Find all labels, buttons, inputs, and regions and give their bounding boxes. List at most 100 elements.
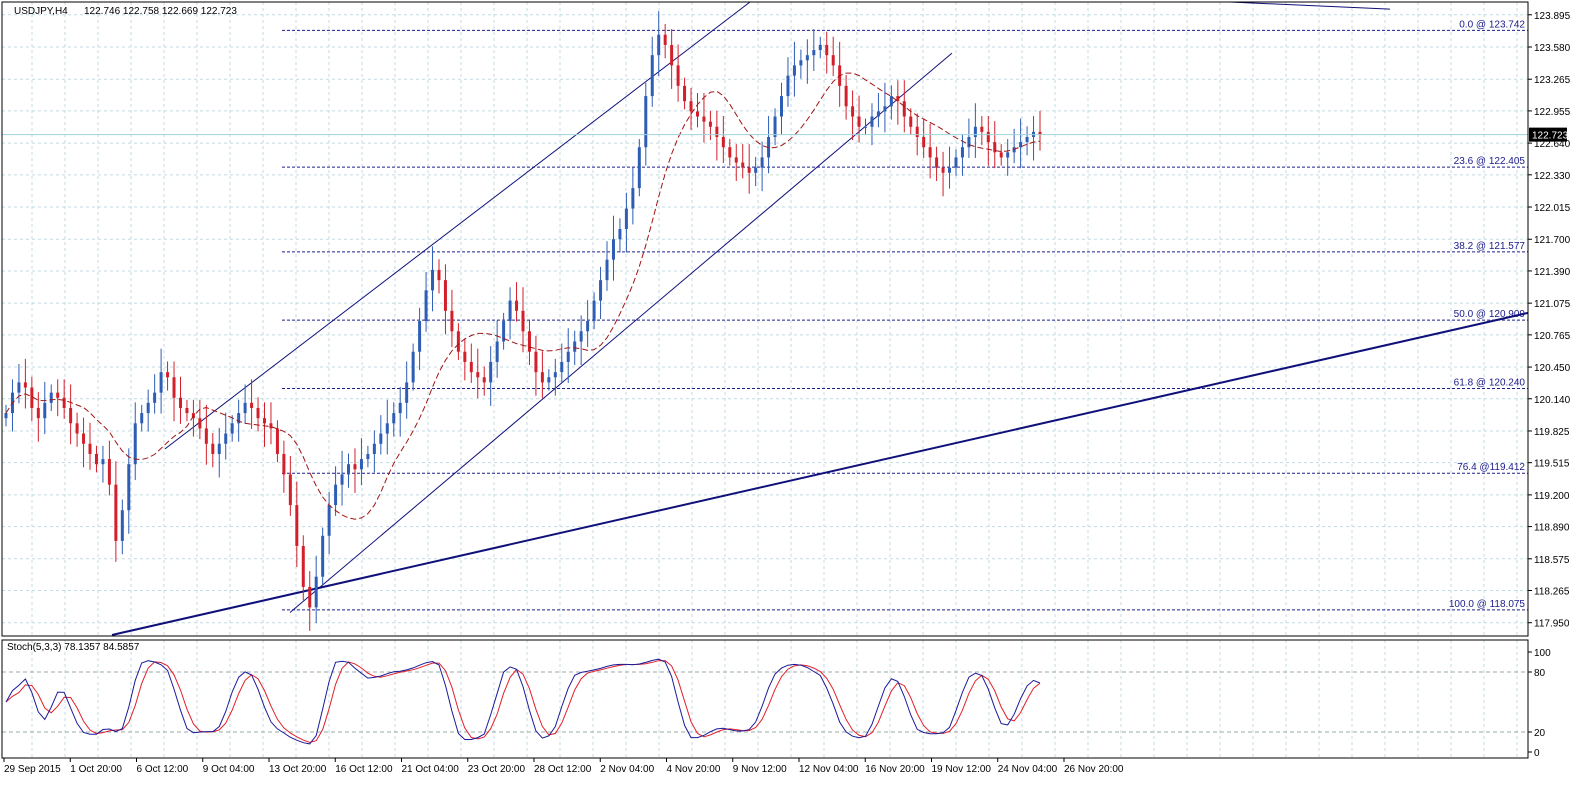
stoch-main-line xyxy=(5,658,1041,745)
fib-level-label: 50.0 @ 120.909 xyxy=(1454,309,1526,320)
candle-body xyxy=(786,75,790,97)
y-tick-label: 119.825 xyxy=(1534,427,1570,438)
candle-body xyxy=(133,423,137,465)
stochastic-oscillator xyxy=(5,658,1041,745)
candle-body xyxy=(75,423,79,434)
y-tick-label: 120.765 xyxy=(1534,331,1571,342)
candle-body xyxy=(49,392,53,403)
y-tick-label: 122.640 xyxy=(1534,139,1571,150)
candle-body xyxy=(721,136,725,148)
y-tick-label: 120.140 xyxy=(1534,395,1571,406)
candle-body xyxy=(418,321,422,352)
candle-body xyxy=(463,351,467,362)
fib-level-label: 38.2 @ 121.577 xyxy=(1454,241,1526,252)
x-tick-label: 9 Nov 12:00 xyxy=(733,764,787,775)
candle-body xyxy=(851,106,855,117)
stoch-signal-line xyxy=(5,660,1041,743)
candle-body xyxy=(521,310,525,332)
candle-body xyxy=(101,459,105,465)
candle-body xyxy=(876,111,880,117)
candle-body xyxy=(411,351,415,383)
candle-body xyxy=(256,407,260,419)
candle-body xyxy=(909,116,913,127)
x-tick-label: 16 Nov 20:00 xyxy=(865,764,925,775)
candle-body xyxy=(611,239,615,260)
candle-body xyxy=(508,300,512,322)
x-tick-label: 28 Oct 12:00 xyxy=(534,764,592,775)
candle-body xyxy=(211,443,215,454)
x-tick-label: 19 Nov 12:00 xyxy=(932,764,992,775)
candle-body xyxy=(805,55,809,61)
candle-body xyxy=(392,413,396,424)
candle-body xyxy=(540,372,544,383)
candle-body xyxy=(831,55,835,66)
candle-body xyxy=(553,372,557,378)
candle-body xyxy=(1025,136,1029,143)
candle-body xyxy=(560,361,564,373)
candle-body xyxy=(172,377,176,398)
candle-body xyxy=(515,300,519,311)
candle-body xyxy=(424,290,428,322)
candle-body xyxy=(30,387,34,408)
candle-body xyxy=(1038,131,1042,135)
candle-body xyxy=(185,407,189,414)
candle-body xyxy=(928,147,932,158)
candle-body xyxy=(650,55,654,97)
candle-body xyxy=(334,484,338,506)
candle-body xyxy=(502,321,506,342)
y-tick-label: 122.955 xyxy=(1534,107,1571,118)
candle-body xyxy=(379,433,383,444)
candle-body xyxy=(94,453,98,465)
x-tick-label: 6 Oct 12:00 xyxy=(137,764,189,775)
stoch-panel-border xyxy=(1,639,1529,759)
x-tick-label: 4 Nov 20:00 xyxy=(667,764,721,775)
trendlines xyxy=(111,1,1529,636)
candle-body xyxy=(88,443,92,454)
trendline xyxy=(1229,1,1391,10)
candle-body xyxy=(347,464,351,475)
candle-body xyxy=(637,147,641,189)
symbol-label: USDJPY,H4 xyxy=(14,6,68,17)
candle-body xyxy=(146,402,150,414)
candle-body xyxy=(547,377,551,383)
x-tick-label: 12 Nov 04:00 xyxy=(799,764,859,775)
candle-body xyxy=(198,418,202,429)
candle-body xyxy=(250,402,254,408)
price-axis[interactable]: 123.895 123.580 123.265 122.955 122.640 122.3… xyxy=(1528,11,1571,630)
x-tick-label: 9 Oct 04:00 xyxy=(203,764,255,775)
candle-body xyxy=(82,433,86,444)
y-tick-label: 123.895 xyxy=(1534,11,1571,22)
candle-body xyxy=(443,280,447,311)
candle-body xyxy=(288,474,292,506)
candle-body xyxy=(605,259,609,281)
x-tick-label: 29 Sep 2015 xyxy=(4,764,61,775)
candle-body xyxy=(818,44,822,51)
candle-body xyxy=(23,382,27,388)
x-tick-label: 24 Nov 04:00 xyxy=(998,764,1058,775)
candle-body xyxy=(69,407,73,424)
candle-body xyxy=(127,464,131,511)
time-axis[interactable]: 29 Sep 2015 1 Oct 20:00 6 Oct 12:00 9 Oct 0… xyxy=(3,758,1124,775)
candle-body xyxy=(301,546,305,587)
candle-body xyxy=(896,96,900,102)
candle-body xyxy=(902,101,906,117)
candle-body xyxy=(683,85,687,102)
candle-body xyxy=(314,576,318,608)
candle-body xyxy=(450,310,454,332)
fib-level-label: 76.4 @119.412 xyxy=(1457,462,1525,473)
candle-body xyxy=(948,167,952,173)
candle-body xyxy=(482,377,486,383)
candle-body xyxy=(566,351,570,362)
candle-body xyxy=(107,459,111,485)
candle-body xyxy=(476,372,480,378)
fibonacci-levels: 0.0 @ 123.742 23.6 @ 122.405 38.2 @ 121.57… xyxy=(282,19,1528,611)
candle-body xyxy=(780,96,783,117)
y-tick-label: 117.950 xyxy=(1534,619,1570,630)
y-tick-label: 123.265 xyxy=(1534,75,1571,86)
candle-body xyxy=(935,157,939,168)
candle-body xyxy=(327,505,331,536)
candle-body xyxy=(224,433,228,444)
y-tick-label: 118.265 xyxy=(1534,586,1570,597)
candle-body xyxy=(159,372,163,393)
